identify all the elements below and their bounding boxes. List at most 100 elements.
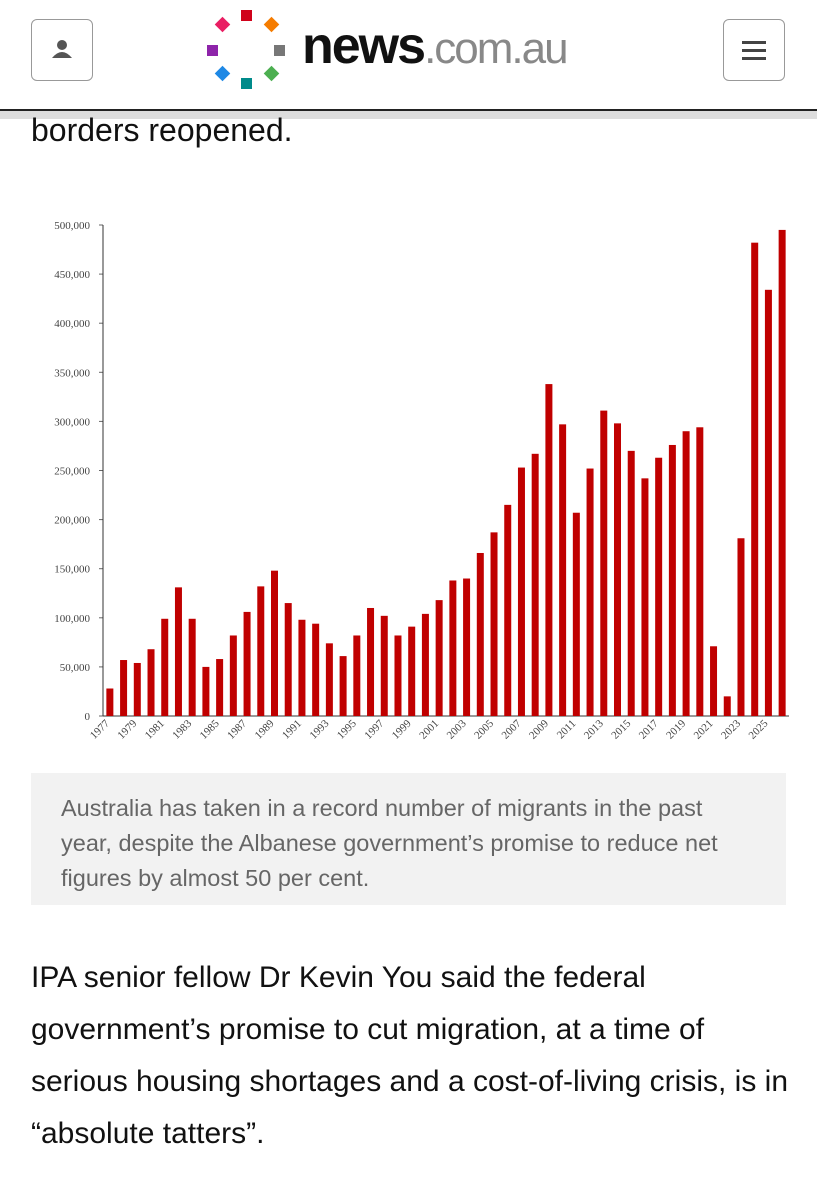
x-tick-label: 2019 xyxy=(664,717,688,741)
bar xyxy=(298,619,306,716)
bar xyxy=(325,643,333,716)
bar xyxy=(641,478,649,716)
x-tick-label: 1993 xyxy=(307,717,331,741)
x-tick-label: 1983 xyxy=(170,717,194,741)
y-tick-label: 250,000 xyxy=(54,466,90,478)
bar xyxy=(463,578,471,716)
menu-button[interactable] xyxy=(723,19,785,81)
bar xyxy=(202,666,210,716)
bar xyxy=(559,424,567,716)
bar xyxy=(394,635,402,716)
bar xyxy=(257,586,265,716)
bar xyxy=(106,688,114,716)
bar xyxy=(710,646,718,716)
bar xyxy=(435,600,443,716)
y-tick-label: 450,000 xyxy=(54,269,90,281)
account-button[interactable] xyxy=(31,19,93,81)
bar xyxy=(133,662,141,716)
bar xyxy=(380,615,388,716)
x-tick-label: 1977 xyxy=(88,717,112,741)
caption: Australia has taken in a record number o… xyxy=(31,773,786,905)
bar xyxy=(751,242,759,716)
bar xyxy=(188,618,196,716)
x-tick-label: 1989 xyxy=(253,717,277,741)
bar xyxy=(627,450,635,716)
bar xyxy=(504,504,512,716)
bar xyxy=(696,427,704,716)
bar xyxy=(778,229,786,716)
bar xyxy=(271,570,278,716)
bar xyxy=(600,410,608,716)
paragraph: IPA senior fellow Dr Kevin You said the … xyxy=(31,961,789,1150)
y-tick-label: 350,000 xyxy=(54,367,90,379)
chart: 0 50,000 100,000 150,000 200,000 250,000 300,0… xyxy=(54,220,789,742)
x-tick-label: 2011 xyxy=(555,718,579,742)
x-tick-label: 1997 xyxy=(362,717,386,741)
bar xyxy=(243,611,251,716)
bar xyxy=(408,626,416,716)
bar xyxy=(174,587,182,716)
bar xyxy=(421,613,429,716)
x-tick-label: 2017 xyxy=(637,717,661,741)
y-tick-label: 100,000 xyxy=(54,613,90,625)
x-tick-label: 1985 xyxy=(198,717,222,741)
x-tick-label: 2015 xyxy=(609,717,633,741)
bar xyxy=(517,467,525,716)
bar xyxy=(586,468,594,716)
user-icon xyxy=(52,40,72,58)
x-tick-label: 2023 xyxy=(719,717,743,741)
logo-domain: .com.au xyxy=(424,24,569,73)
bar xyxy=(764,289,772,716)
bar xyxy=(531,453,539,716)
bar xyxy=(449,580,457,716)
y-tick-label: 400,000 xyxy=(54,318,90,330)
bar xyxy=(682,431,690,716)
bar xyxy=(216,659,224,716)
y-tick-label: 0 xyxy=(85,711,91,723)
bar xyxy=(339,656,347,716)
y-tick-label: 50,000 xyxy=(60,662,91,674)
x-tick-label: 1991 xyxy=(280,718,304,742)
bar xyxy=(229,635,237,716)
bar xyxy=(120,660,128,716)
y-tick-label: 200,000 xyxy=(54,515,90,527)
x-tick-label: 1987 xyxy=(225,717,249,741)
x-tick-label: 2001 xyxy=(417,718,441,742)
x-tick-label: 2025 xyxy=(746,717,770,741)
y-tick-label: 300,000 xyxy=(54,416,90,428)
x-tick-label: 2005 xyxy=(472,717,496,741)
x-tick-label: 2007 xyxy=(500,717,524,741)
x-tick-label: 2003 xyxy=(445,717,469,741)
bar xyxy=(572,512,580,716)
bar xyxy=(655,457,663,716)
bar xyxy=(353,635,361,716)
logo[interactable]: news.com.au xyxy=(302,16,569,76)
logo-main: news xyxy=(302,17,426,75)
menu-icon xyxy=(742,41,766,60)
x-tick-label: 1999 xyxy=(390,717,414,741)
bar xyxy=(312,623,320,716)
x-tick-label: 1979 xyxy=(115,717,139,741)
y-tick-label: 150,000 xyxy=(54,564,90,576)
y-tick-label: 500,000 xyxy=(54,220,90,232)
bar xyxy=(668,444,676,716)
bar xyxy=(614,423,621,716)
x-tick-label: 1995 xyxy=(335,717,359,741)
x-tick-label: 2021 xyxy=(692,718,716,742)
bar xyxy=(367,607,375,716)
x-tick-label: 2009 xyxy=(527,717,551,741)
bar xyxy=(490,532,498,716)
bar xyxy=(284,603,292,716)
bar xyxy=(545,384,553,716)
header-border xyxy=(0,109,817,111)
bar xyxy=(476,552,484,716)
lead-text: borders reopened. xyxy=(31,112,293,148)
logo-mark xyxy=(207,10,285,89)
x-tick-label: 2013 xyxy=(582,717,606,741)
bar xyxy=(737,538,745,716)
bar xyxy=(147,649,155,716)
bar xyxy=(723,696,731,716)
bar xyxy=(161,618,169,716)
x-tick-label: 1981 xyxy=(143,718,167,742)
